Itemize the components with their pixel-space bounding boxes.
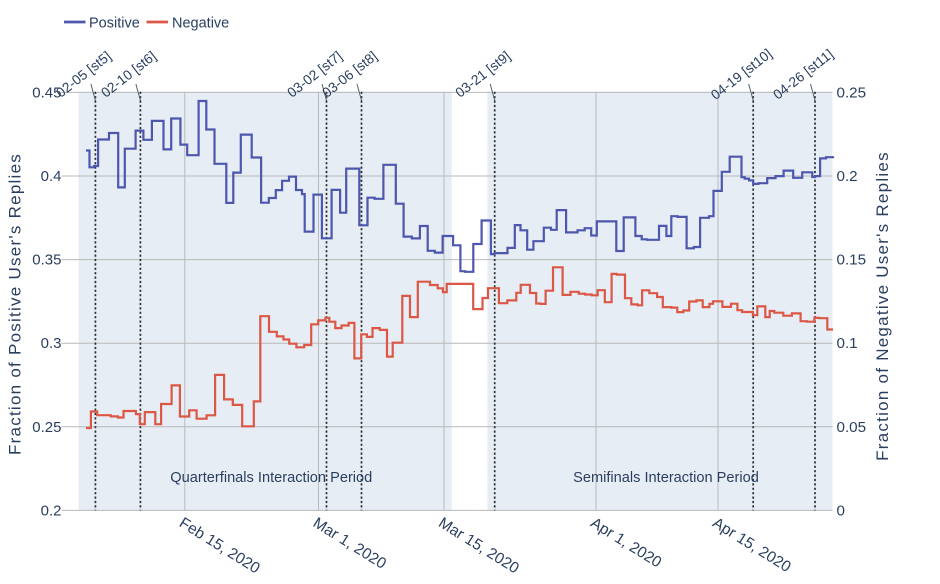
svg-text:0.1: 0.1 xyxy=(837,335,858,352)
svg-text:Fraction of Negative User's Re: Fraction of Negative User's Replies xyxy=(873,151,892,461)
svg-text:0: 0 xyxy=(837,502,845,519)
svg-text:Fraction of Positive User's Re: Fraction of Positive User's Replies xyxy=(6,153,25,455)
svg-text:0.05: 0.05 xyxy=(837,419,867,436)
svg-text:Semifinals Interaction Period: Semifinals Interaction Period xyxy=(573,470,759,486)
svg-text:0.35: 0.35 xyxy=(32,252,61,269)
svg-text:Positive: Positive xyxy=(89,16,140,32)
svg-text:0.2: 0.2 xyxy=(41,502,62,519)
svg-text:Quarterfinals Interaction Peri: Quarterfinals Interaction Period xyxy=(170,470,372,486)
svg-text:0.25: 0.25 xyxy=(32,419,61,436)
svg-text:0.3: 0.3 xyxy=(41,335,62,352)
svg-text:0.45: 0.45 xyxy=(32,84,61,101)
svg-text:0.15: 0.15 xyxy=(837,252,867,269)
svg-text:0.2: 0.2 xyxy=(837,168,858,185)
svg-text:0.4: 0.4 xyxy=(41,168,62,185)
svg-text:Negative: Negative xyxy=(172,16,229,32)
svg-text:0.25: 0.25 xyxy=(837,84,867,101)
